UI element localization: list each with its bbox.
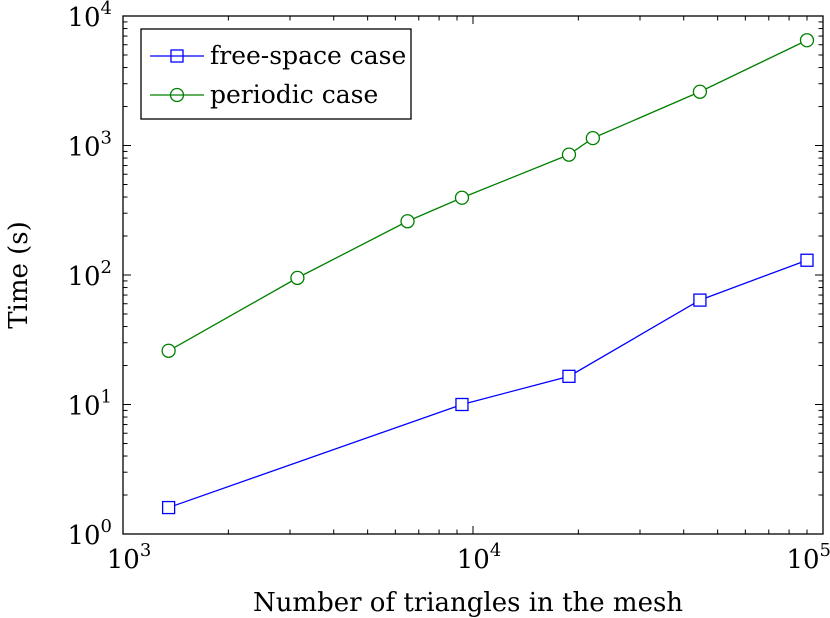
y-tick-label: 101: [67, 387, 112, 422]
data-point-circle: [561, 147, 577, 162]
plot-area-frame: [122, 15, 824, 535]
data-point-square: [161, 500, 176, 515]
series-layer: [161, 33, 815, 515]
y-tick-label: 102: [67, 257, 112, 292]
data-point-square: [800, 253, 814, 267]
y-tick-label: 100: [67, 516, 112, 551]
y-tick-label: 103: [67, 128, 112, 163]
data-point-circle: [454, 190, 470, 205]
y-tick-label: 104: [67, 0, 112, 33]
series-line-free-space: [168, 259, 808, 509]
data-point-circle: [585, 130, 600, 146]
data-point-circle: [692, 84, 708, 99]
legend-label-periodic: periodic case: [210, 80, 378, 109]
legend-marker-square: [170, 49, 184, 63]
x-axis-title: Number of triangles in the mesh: [253, 588, 683, 618]
data-point-circle: [161, 343, 176, 358]
legend: free-space case periodic case: [140, 28, 412, 120]
data-point-square: [693, 293, 707, 307]
data-point-circle: [799, 33, 815, 48]
y-axis-title: Time (s): [4, 221, 34, 329]
x-tick-label: 105: [786, 540, 830, 575]
x-tick-label: 104: [457, 540, 502, 575]
legend-marker-circle: [169, 87, 185, 103]
x-tick-label: 103: [107, 540, 152, 575]
legend-label-free-space: free-space case: [210, 41, 406, 70]
series-line-periodic: [168, 39, 808, 352]
data-point-circle: [400, 214, 415, 229]
legend-box: [140, 28, 412, 120]
data-point-square: [455, 397, 469, 412]
data-point-square: [562, 369, 576, 383]
tick-labels: 103 104 105 100 101 102 103 104: [67, 0, 830, 575]
data-point-circle: [290, 270, 305, 286]
